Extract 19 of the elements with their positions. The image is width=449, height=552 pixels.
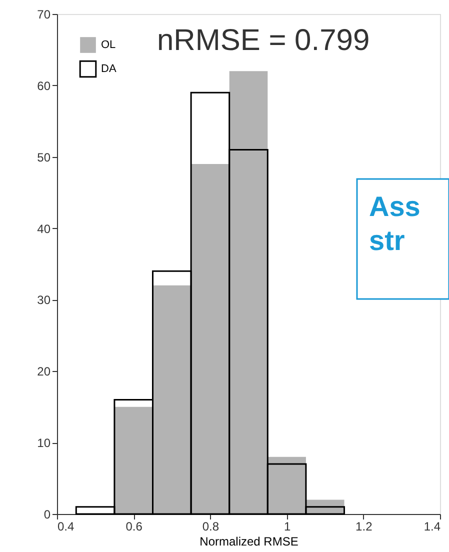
y-tick-label: 10 xyxy=(37,436,51,450)
x-axis-title: Normalized RMSE xyxy=(200,534,298,548)
x-tick-label: 1.4 xyxy=(424,520,441,534)
y-tick-label: 20 xyxy=(37,364,51,379)
annotation: nRMSE = 0.799 xyxy=(157,24,370,57)
y-tick-label: 40 xyxy=(37,222,51,236)
y-tick-label: 50 xyxy=(37,150,51,164)
y-tick-label: 0 xyxy=(44,508,51,522)
x-tick-label: 0.6 xyxy=(126,520,143,534)
y-tick-label: 30 xyxy=(37,293,51,308)
x-tick-label: 0.4 xyxy=(58,520,75,534)
x-tick-label: 1 xyxy=(284,520,291,534)
legend-label: DA xyxy=(101,63,117,75)
y-tick-label: 60 xyxy=(37,78,51,93)
y-tick-label: 70 xyxy=(37,8,51,22)
legend-label: OL xyxy=(101,39,116,51)
x-tick-label: 1.2 xyxy=(356,520,373,534)
annotation: Ass str xyxy=(369,191,420,256)
x-tick-label: 0.8 xyxy=(202,520,220,534)
